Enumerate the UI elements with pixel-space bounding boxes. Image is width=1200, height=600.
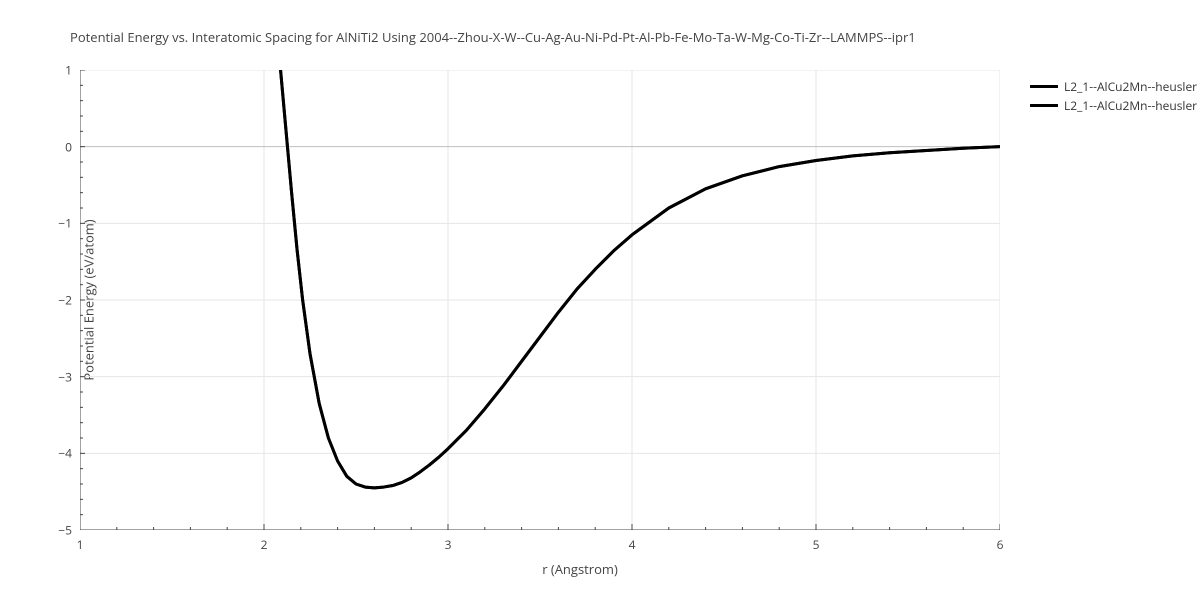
plot-area[interactable] [80,70,1000,530]
x-axis-label: r (Angstrom) [80,560,1080,578]
y-tick-label: −5 [32,522,72,539]
legend: L2_1--AlCu2Mn--heusler L2_1--AlCu2Mn--he… [1030,78,1197,116]
x-tick-label: 6 [997,536,1004,553]
chart-container: Potential Energy vs. Interatomic Spacing… [0,0,1200,600]
x-tick-label: 2 [261,536,268,553]
x-tick-label: 4 [629,536,636,553]
y-tick-label: −4 [32,445,72,462]
y-tick-label: −3 [32,368,72,385]
legend-item-label: L2_1--AlCu2Mn--heusler [1064,78,1197,95]
legend-item[interactable]: L2_1--AlCu2Mn--heusler [1030,78,1197,95]
y-tick-label: 1 [32,62,72,79]
legend-item[interactable]: L2_1--AlCu2Mn--heusler [1030,97,1197,114]
y-tick-label: −1 [32,215,72,232]
y-tick-label: 0 [32,138,72,155]
x-tick-label: 1 [77,536,84,553]
x-tick-label: 3 [445,536,452,553]
legend-item-label: L2_1--AlCu2Mn--heusler [1064,97,1197,114]
y-tick-label: −2 [32,292,72,309]
chart-title: Potential Energy vs. Interatomic Spacing… [70,28,1140,46]
legend-swatch-icon [1030,104,1058,107]
plot-svg [80,70,1000,530]
x-tick-label: 5 [813,536,820,553]
legend-swatch-icon [1030,85,1058,88]
